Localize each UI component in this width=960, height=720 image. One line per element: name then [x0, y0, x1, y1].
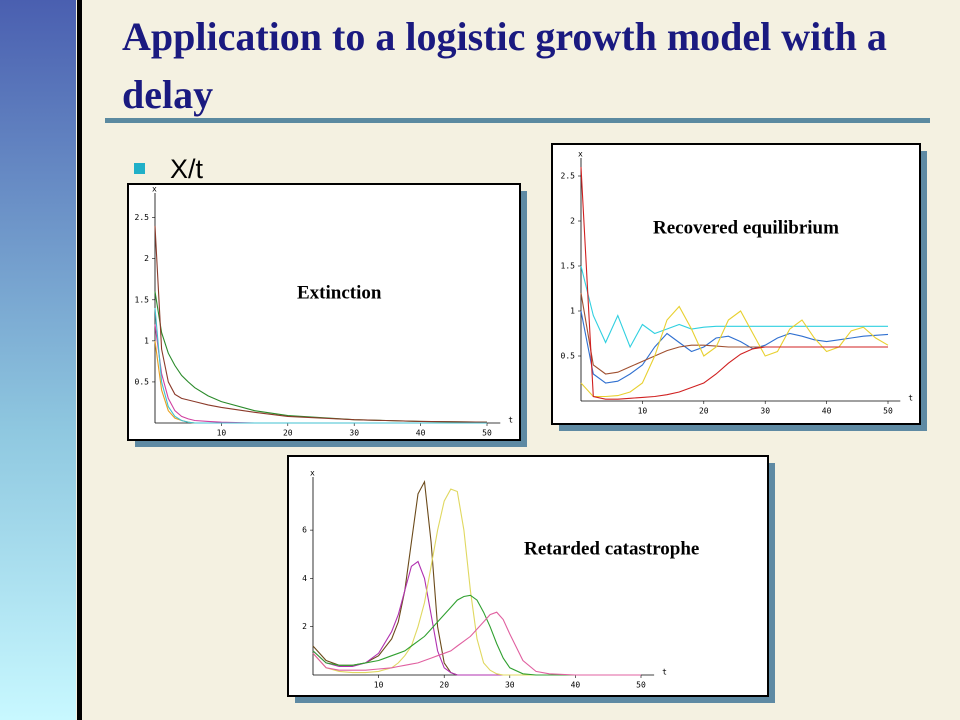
bullet-marker	[134, 163, 145, 174]
y-tick-label: 1	[570, 307, 575, 316]
y-tick-label: 1.5	[135, 295, 150, 304]
plot-frame	[127, 183, 521, 441]
x-axis-label: t	[508, 416, 513, 425]
x-tick-label: 50	[636, 681, 646, 690]
side-line	[77, 0, 82, 720]
annotation: Recovered equilibrium	[653, 217, 839, 238]
slide-title: Application to a logistic growth model w…	[122, 14, 887, 117]
y-tick-label: 0.5	[561, 352, 576, 361]
x-tick-label: 50	[482, 429, 492, 438]
y-tick-label: 2	[144, 254, 149, 263]
side-band	[0, 0, 76, 720]
title-rule	[105, 118, 930, 123]
bullet-text: X/t	[170, 154, 204, 184]
x-tick-label: 50	[883, 407, 893, 416]
x-tick-label: 20	[439, 681, 449, 690]
curve	[154, 307, 487, 424]
curve	[580, 305, 889, 398]
x-tick-label: 10	[217, 429, 227, 438]
y-tick-label: 1.5	[561, 262, 576, 271]
curve	[580, 166, 888, 400]
y-axis-label: x	[310, 469, 315, 478]
y-tick-label: 2	[302, 622, 307, 631]
curve	[312, 611, 641, 676]
x-tick-label: 40	[822, 407, 832, 416]
x-tick-label: 40	[416, 429, 426, 438]
x-tick-label: 20	[699, 407, 709, 416]
x-tick-label: 30	[760, 407, 770, 416]
annotation: Extinction	[297, 282, 382, 303]
plot-frame	[287, 455, 769, 697]
plot-frame	[551, 143, 921, 425]
curve	[580, 310, 889, 384]
y-tick-label: 0.5	[135, 377, 150, 386]
curve	[154, 225, 488, 423]
y-tick-label: 6	[302, 526, 307, 535]
y-axis-label: x	[152, 185, 157, 194]
y-tick-label: 1	[144, 336, 149, 345]
x-tick-label: 20	[283, 429, 293, 438]
x-axis-label: t	[662, 668, 667, 677]
y-tick-label: 4	[302, 574, 307, 583]
y-tick-label: 2.5	[135, 213, 150, 222]
x-tick-label: 10	[374, 681, 384, 690]
y-axis-label: x	[578, 150, 583, 159]
x-tick-label: 30	[505, 681, 515, 690]
y-tick-label: 2.5	[561, 172, 576, 181]
curve	[580, 265, 888, 349]
curve	[312, 488, 641, 676]
x-tick-label: 30	[349, 429, 359, 438]
curve	[312, 594, 641, 676]
y-tick-label: 2	[570, 217, 575, 226]
x-tick-label: 40	[571, 681, 581, 690]
x-tick-label: 10	[638, 407, 648, 416]
annotation: Retarded catastrophe	[524, 538, 699, 559]
x-axis-label: t	[908, 394, 913, 403]
